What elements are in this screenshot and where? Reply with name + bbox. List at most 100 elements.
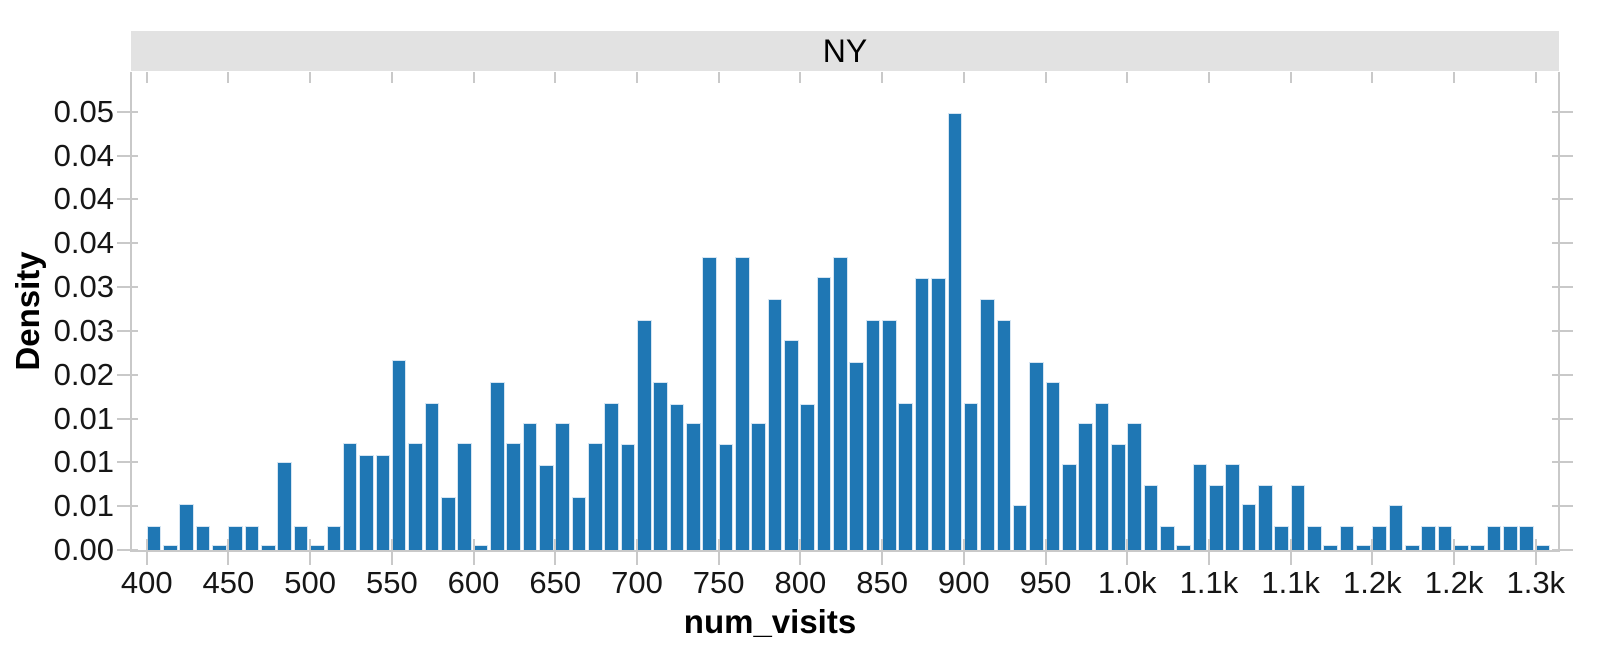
axis-tick xyxy=(472,539,475,565)
plot-area xyxy=(117,72,1573,565)
x-tick-label: 750 xyxy=(692,565,745,600)
histogram-bar xyxy=(1176,544,1191,550)
x-tick-label: 1.0k xyxy=(1097,565,1157,600)
y-tick-label: 0.05 xyxy=(53,93,114,129)
axis-tick xyxy=(1552,461,1573,464)
histogram-bar xyxy=(980,299,995,550)
axis-tick xyxy=(962,72,965,83)
histogram-bar xyxy=(1503,526,1518,550)
histogram-bar xyxy=(571,496,587,550)
histogram-bar xyxy=(1405,544,1420,550)
histogram-bar xyxy=(1061,464,1077,550)
histogram-bar xyxy=(1029,361,1044,550)
histogram-bar xyxy=(1470,544,1486,550)
x-tick-label: 700 xyxy=(611,565,663,600)
axis-tick xyxy=(227,72,230,83)
histogram-bar xyxy=(931,278,946,550)
histogram-bar xyxy=(1110,443,1126,550)
y-tick-label: 0.00 xyxy=(53,532,114,567)
histogram-bar xyxy=(1159,526,1175,550)
axis-tick xyxy=(117,549,138,551)
axis-tick xyxy=(1552,329,1573,332)
x-tick-label: 1.2k xyxy=(1424,565,1484,600)
histogram-bar xyxy=(1290,485,1306,550)
x-tick-label: 1.1k xyxy=(1179,565,1239,600)
histogram-bar xyxy=(963,402,979,550)
histogram-bar xyxy=(277,461,293,550)
x-tick-label: 850 xyxy=(856,565,908,600)
y-tick-label: 0.03 xyxy=(53,269,114,305)
histogram-bar xyxy=(1241,504,1257,550)
histogram-bar xyxy=(1192,464,1208,550)
histogram-bar xyxy=(1258,485,1273,550)
axis-tick xyxy=(717,539,720,565)
histogram-bar xyxy=(702,257,717,550)
axis-tick xyxy=(1552,549,1573,551)
histogram-bar xyxy=(212,544,227,550)
x-tick-label: 1.3k xyxy=(1506,565,1566,600)
x-axis-title: num_visits xyxy=(683,603,857,640)
histogram-bar xyxy=(637,320,652,550)
axis-tick xyxy=(554,539,557,565)
axis-tick xyxy=(309,72,312,83)
y-tick-label: 0.03 xyxy=(53,312,114,348)
axis-tick xyxy=(117,461,138,464)
histogram-bar xyxy=(506,443,521,550)
axis-tick xyxy=(799,539,802,565)
axis-tick xyxy=(799,72,802,83)
axis-tick xyxy=(1534,539,1537,565)
axis-tick xyxy=(1552,373,1573,376)
axis-tick xyxy=(145,539,148,565)
histogram-bar xyxy=(604,402,619,550)
axis-tick xyxy=(1552,154,1573,157)
axis-tick xyxy=(1289,539,1292,565)
x-tick-label: 450 xyxy=(202,565,255,600)
histogram-bar xyxy=(342,443,358,550)
histogram-bar xyxy=(800,403,816,550)
y-tick-label: 0.04 xyxy=(53,137,114,173)
x-tick-label: 550 xyxy=(365,565,418,600)
histogram-bar xyxy=(1274,526,1289,550)
histogram-bar xyxy=(1208,485,1224,550)
axis-tick xyxy=(1371,539,1374,565)
y-tick-label: 0.01 xyxy=(53,444,114,480)
axis-tick xyxy=(472,72,475,83)
histogram-bar xyxy=(1421,526,1437,550)
x-tick-label: 400 xyxy=(120,565,173,600)
histogram-bar xyxy=(1372,526,1388,550)
axis-tick xyxy=(227,539,230,565)
histogram-bar xyxy=(833,257,848,550)
histogram-bar xyxy=(375,455,391,550)
x-tick-label: 800 xyxy=(774,565,827,600)
axis-tick xyxy=(717,72,720,83)
axis-tick xyxy=(635,539,638,565)
axis-tick xyxy=(881,539,884,565)
histogram-bar xyxy=(1012,505,1028,550)
axis-tick xyxy=(881,72,884,83)
axis-tick xyxy=(962,539,965,565)
axis-tick xyxy=(1552,286,1573,289)
histogram-bar xyxy=(735,257,750,550)
axis-tick xyxy=(309,539,312,565)
x-tick-label: 650 xyxy=(529,565,582,600)
histogram-bar xyxy=(914,278,930,550)
y-tick-label: 0.01 xyxy=(53,488,114,524)
histogram-bar xyxy=(1339,526,1355,550)
axis-tick xyxy=(1126,72,1129,83)
axis-tick xyxy=(145,72,148,83)
histogram-bar xyxy=(244,525,260,550)
y-tick-label: 0.04 xyxy=(53,225,114,261)
x-tick-label: 900 xyxy=(937,565,990,600)
histogram-bar xyxy=(310,544,325,550)
histogram-bar xyxy=(865,320,881,550)
histogram-bar xyxy=(228,525,244,550)
histogram-bar xyxy=(1486,526,1502,550)
axis-tick xyxy=(1552,505,1573,508)
axis-tick xyxy=(1207,72,1210,83)
histogram-bar xyxy=(669,403,685,550)
histogram-bar xyxy=(1127,422,1142,550)
x-tick-label: 500 xyxy=(284,565,336,600)
histogram-bar xyxy=(1535,544,1551,550)
histogram-bar xyxy=(1094,402,1110,550)
x-tick-label: 600 xyxy=(447,565,500,600)
